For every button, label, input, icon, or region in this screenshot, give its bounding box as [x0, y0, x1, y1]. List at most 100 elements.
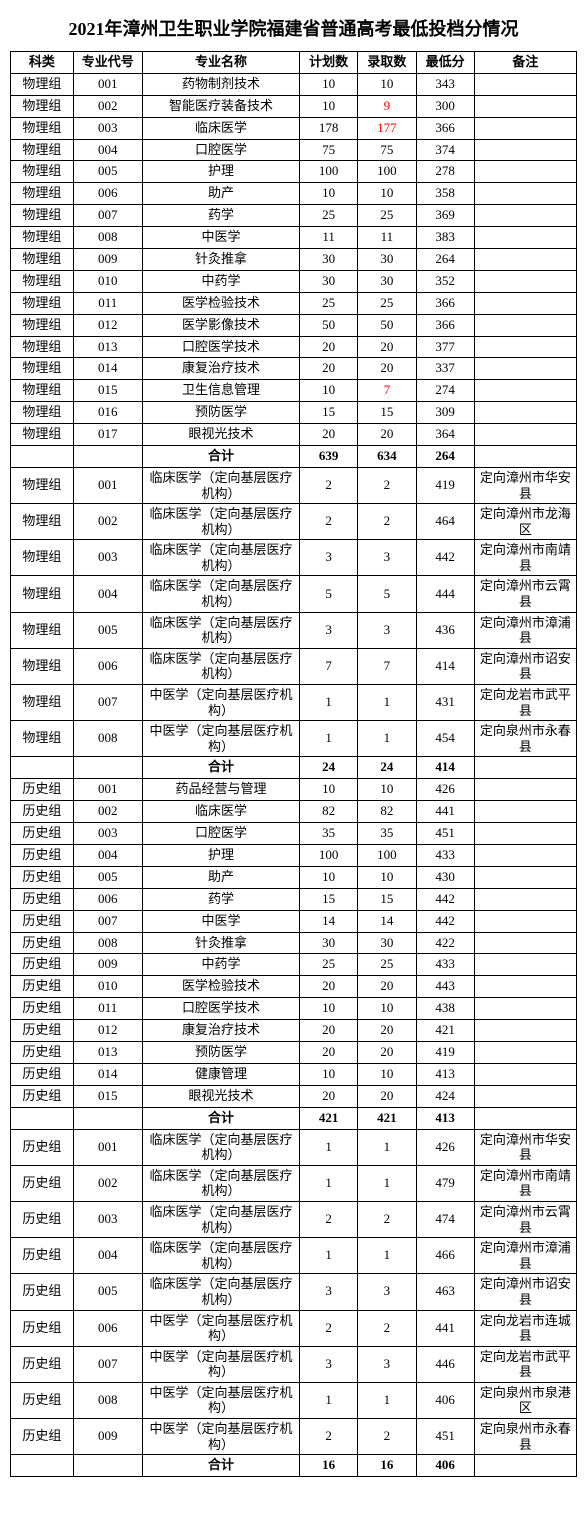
- cell-adm: 1: [358, 1382, 416, 1418]
- cell-plan: 20: [300, 1020, 358, 1042]
- cell-note: 定向泉州市永春县: [474, 1419, 576, 1455]
- cell-plan: 1: [300, 721, 358, 757]
- cell-code: 005: [73, 161, 142, 183]
- table-row: 历史组004护理100100433: [11, 844, 577, 866]
- cell-plan: 1: [300, 685, 358, 721]
- table-row: 历史组005助产1010430: [11, 866, 577, 888]
- cell-code: 001: [73, 779, 142, 801]
- cell-cat: 历史组: [11, 866, 74, 888]
- table-row: 历史组002临床医学8282441: [11, 801, 577, 823]
- cell-note: [474, 161, 576, 183]
- cell-code: [73, 1107, 142, 1129]
- cell-cat: [11, 1107, 74, 1129]
- table-row: 历史组004临床医学（定向基层医疗机构）11466定向漳州市漳浦县: [11, 1238, 577, 1274]
- subtotal-adm: 634: [358, 446, 416, 468]
- cell-cat: 历史组: [11, 844, 74, 866]
- cell-adm: 11: [358, 227, 416, 249]
- cell-cat: 物理组: [11, 576, 74, 612]
- cell-adm: 7: [358, 380, 416, 402]
- cell-min: 464: [416, 504, 474, 540]
- cell-name: 临床医学: [142, 117, 299, 139]
- cell-name: 助产: [142, 183, 299, 205]
- cell-cat: 历史组: [11, 1274, 74, 1310]
- cell-cat: 物理组: [11, 270, 74, 292]
- col-code: 专业代号: [73, 52, 142, 74]
- cell-plan: 2: [300, 467, 358, 503]
- cell-cat: 物理组: [11, 424, 74, 446]
- cell-min: 441: [416, 801, 474, 823]
- cell-min: 433: [416, 844, 474, 866]
- cell-note: 定向泉州市泉港区: [474, 1382, 576, 1418]
- cell-cat: 物理组: [11, 685, 74, 721]
- cell-adm: 10: [358, 183, 416, 205]
- table-row: 物理组007中医学（定向基层医疗机构）11431定向龙岩市武平县: [11, 685, 577, 721]
- cell-name: 临床医学（定向基层医疗机构）: [142, 1201, 299, 1237]
- cell-code: 008: [73, 721, 142, 757]
- cell-note: [474, 314, 576, 336]
- cell-adm: 30: [358, 932, 416, 954]
- cell-plan: 3: [300, 540, 358, 576]
- table-row: 历史组012康复治疗技术2020421: [11, 1020, 577, 1042]
- cell-plan: 5: [300, 576, 358, 612]
- cell-note: [474, 249, 576, 271]
- subtotal-row: 合计639634264: [11, 446, 577, 468]
- cell-adm: 2: [358, 1310, 416, 1346]
- table-row: 物理组001药物制剂技术1010343: [11, 73, 577, 95]
- subtotal-adm: 24: [358, 757, 416, 779]
- subtotal-label: 合计: [142, 1107, 299, 1129]
- cell-min: 343: [416, 73, 474, 95]
- col-name: 专业名称: [142, 52, 299, 74]
- cell-code: 009: [73, 249, 142, 271]
- cell-cat: 历史组: [11, 1201, 74, 1237]
- cell-adm: 1: [358, 721, 416, 757]
- cell-adm: 2: [358, 1419, 416, 1455]
- table-row: 历史组009中医学（定向基层医疗机构）22451定向泉州市永春县: [11, 1419, 577, 1455]
- cell-code: 006: [73, 183, 142, 205]
- cell-code: 004: [73, 1238, 142, 1274]
- cell-cat: 物理组: [11, 227, 74, 249]
- cell-note: [474, 358, 576, 380]
- table-row: 历史组005临床医学（定向基层医疗机构）33463定向漳州市诏安县: [11, 1274, 577, 1310]
- cell-note: 定向龙岩市武平县: [474, 685, 576, 721]
- cell-adm: 15: [358, 402, 416, 424]
- cell-name: 临床医学（定向基层医疗机构）: [142, 576, 299, 612]
- table-row: 物理组005临床医学（定向基层医疗机构）33436定向漳州市漳浦县: [11, 612, 577, 648]
- table-row: 物理组004口腔医学7575374: [11, 139, 577, 161]
- cell-cat: 历史组: [11, 801, 74, 823]
- cell-code: 005: [73, 612, 142, 648]
- cell-cat: 物理组: [11, 648, 74, 684]
- cell-note: [474, 888, 576, 910]
- cell-name: 针灸推拿: [142, 249, 299, 271]
- cell-code: [73, 1455, 142, 1477]
- cell-note: [474, 183, 576, 205]
- cell-plan: 10: [300, 95, 358, 117]
- cell-plan: 50: [300, 314, 358, 336]
- cell-code: 007: [73, 1346, 142, 1382]
- cell-min: 424: [416, 1085, 474, 1107]
- cell-cat: [11, 446, 74, 468]
- cell-note: [474, 801, 576, 823]
- cell-code: 013: [73, 1042, 142, 1064]
- cell-code: 001: [73, 467, 142, 503]
- cell-plan: 10: [300, 183, 358, 205]
- cell-adm: 9: [358, 95, 416, 117]
- table-header-row: 科类 专业代号 专业名称 计划数 录取数 最低分 备注: [11, 52, 577, 74]
- cell-code: 006: [73, 648, 142, 684]
- cell-min: 444: [416, 576, 474, 612]
- subtotal-row: 合计1616406: [11, 1455, 577, 1477]
- cell-code: 011: [73, 292, 142, 314]
- cell-min: 442: [416, 910, 474, 932]
- cell-name: 临床医学（定向基层医疗机构）: [142, 648, 299, 684]
- cell-code: 011: [73, 998, 142, 1020]
- cell-plan: 100: [300, 161, 358, 183]
- cell-cat: 历史组: [11, 1238, 74, 1274]
- cell-adm: 3: [358, 1346, 416, 1382]
- table-row: 历史组007中医学（定向基层医疗机构）33446定向龙岩市武平县: [11, 1346, 577, 1382]
- cell-name: 临床医学（定向基层医疗机构）: [142, 1129, 299, 1165]
- cell-adm: 30: [358, 249, 416, 271]
- subtotal-label: 合计: [142, 1455, 299, 1477]
- cell-note: [474, 779, 576, 801]
- cell-name: 中医学: [142, 910, 299, 932]
- page-title: 2021年漳州卫生职业学院福建省普通高考最低投档分情况: [10, 15, 577, 41]
- cell-cat: 物理组: [11, 161, 74, 183]
